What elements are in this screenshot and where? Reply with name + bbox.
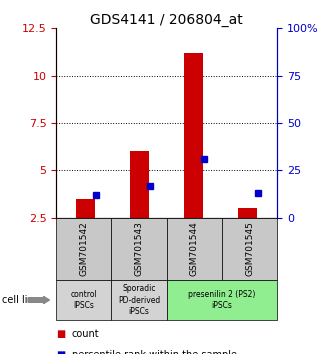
Bar	[184, 53, 203, 218]
Text: percentile rank within the sample: percentile rank within the sample	[72, 350, 237, 354]
Text: GSM701543: GSM701543	[135, 221, 144, 276]
Text: ■: ■	[56, 329, 65, 339]
Bar	[76, 199, 95, 218]
Text: GSM701544: GSM701544	[190, 221, 199, 276]
Bar	[130, 152, 149, 218]
Title: GDS4141 / 206804_at: GDS4141 / 206804_at	[90, 13, 243, 27]
Text: presenilin 2 (PS2)
iPSCs: presenilin 2 (PS2) iPSCs	[188, 290, 256, 310]
Text: ■: ■	[56, 350, 65, 354]
Text: count: count	[72, 329, 100, 339]
Text: cell line: cell line	[2, 295, 39, 305]
Bar	[238, 208, 257, 218]
Text: Sporadic
PD-derived
iPSCs: Sporadic PD-derived iPSCs	[118, 284, 160, 316]
Text: control
IPSCs: control IPSCs	[70, 290, 97, 310]
Text: GSM701542: GSM701542	[79, 221, 88, 276]
Text: GSM701545: GSM701545	[245, 221, 254, 276]
